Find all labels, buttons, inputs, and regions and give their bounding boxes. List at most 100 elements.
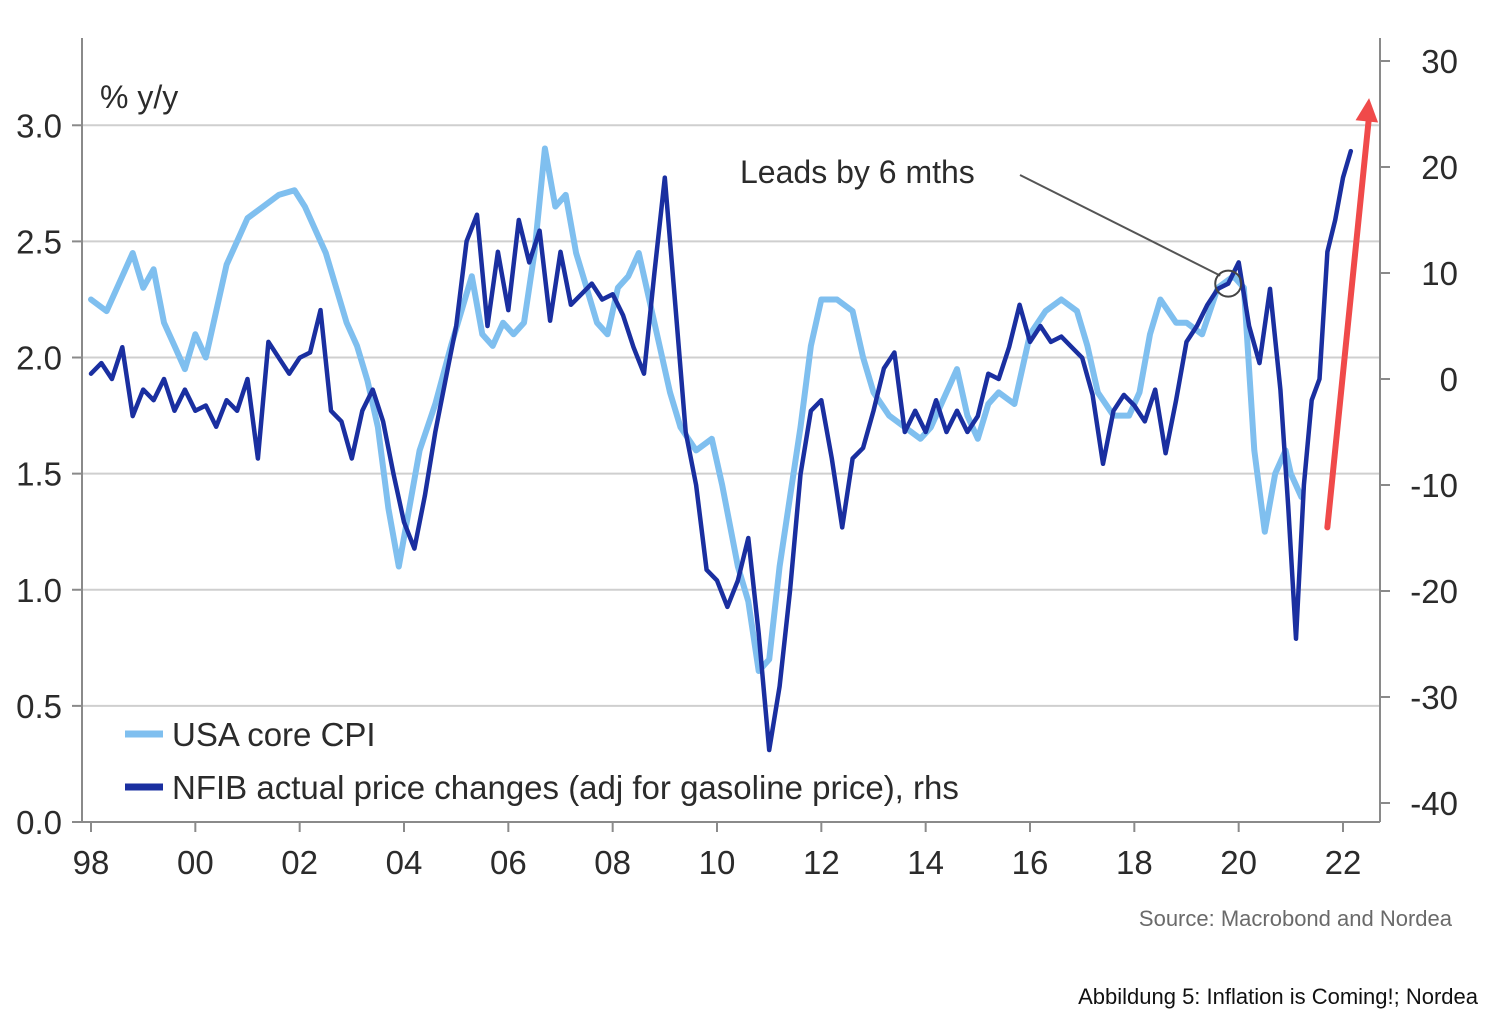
data-point — [491, 345, 494, 347]
data-point — [1318, 378, 1321, 380]
data-point — [1279, 388, 1282, 391]
data-point — [366, 379, 369, 382]
data-point — [288, 372, 291, 375]
data-point — [601, 298, 603, 301]
data-point — [1060, 298, 1063, 301]
data-point — [424, 494, 426, 497]
data-point — [596, 321, 598, 324]
data-point — [716, 579, 718, 582]
data-point — [1175, 399, 1177, 402]
data-point — [1303, 484, 1305, 486]
y-tick-label-left: 3.0 — [16, 107, 62, 144]
data-point — [862, 356, 864, 359]
data-point — [215, 310, 217, 312]
y-tick-label-right: -10 — [1410, 467, 1458, 504]
data-point — [1175, 321, 1177, 324]
data-point — [591, 282, 593, 285]
data-point — [304, 205, 306, 208]
data-point — [711, 438, 713, 440]
data-point — [398, 565, 400, 568]
data-point — [377, 426, 379, 429]
data-point — [481, 333, 484, 336]
data-point — [131, 252, 134, 254]
data-point — [1164, 452, 1167, 455]
data-point — [173, 410, 176, 412]
data-point — [872, 410, 875, 412]
data-point — [100, 362, 103, 364]
annotation-circle — [1214, 269, 1243, 298]
data-point — [1310, 399, 1313, 402]
data-point — [789, 590, 791, 592]
data-point — [163, 378, 165, 380]
data-point — [152, 399, 155, 402]
data-point — [1112, 410, 1115, 412]
data-point — [799, 473, 802, 476]
data-point — [465, 240, 468, 242]
y-axis-unit-label: % y/y — [100, 79, 178, 115]
x-tick-label: 00 — [177, 844, 214, 881]
data-point — [1039, 325, 1042, 327]
y-tick-label-left: 1.5 — [16, 456, 62, 493]
y-tick-label-left: 0.0 — [16, 804, 62, 841]
data-point — [799, 426, 802, 429]
data-point — [335, 287, 338, 289]
data-point — [841, 526, 843, 529]
data-point — [105, 310, 108, 312]
data-point — [225, 399, 228, 402]
data-point — [1342, 176, 1344, 179]
data-point — [658, 345, 661, 347]
data-point — [1237, 261, 1240, 264]
data-point — [789, 496, 791, 498]
data-point — [1334, 219, 1336, 221]
annotation-leader-line — [1019, 174, 1221, 277]
legend: USA core CPI NFIB actual price changes (… — [125, 716, 959, 806]
data-point — [278, 357, 280, 359]
data-point — [1149, 333, 1151, 336]
data-point — [1133, 404, 1136, 407]
data-point — [1154, 388, 1156, 391]
legend-label-core-cpi: USA core CPI — [172, 716, 376, 753]
data-point — [1081, 357, 1083, 359]
data-point — [1060, 335, 1063, 338]
data-point — [778, 685, 781, 688]
data-point — [1196, 325, 1198, 327]
y-axis-left-ticks: 0.0 0.5 1.0 1.5 2.0 2.5 3.0 — [16, 107, 82, 841]
data-point — [977, 415, 979, 417]
data-point — [1091, 394, 1094, 396]
data-point — [194, 333, 197, 336]
data-point — [956, 368, 958, 370]
data-point — [695, 484, 697, 486]
x-tick-label: 06 — [490, 844, 527, 881]
data-point — [408, 507, 411, 510]
data-point — [997, 378, 1000, 380]
data-point — [1350, 150, 1352, 152]
data-point — [314, 229, 317, 231]
data-point — [215, 425, 217, 428]
data-point — [1274, 472, 1276, 475]
data-point — [914, 410, 916, 412]
data-point — [371, 388, 374, 391]
data-point — [904, 431, 906, 433]
data-point — [611, 293, 614, 296]
data-point — [1044, 310, 1047, 312]
data-point — [246, 217, 249, 219]
data-point — [194, 410, 197, 412]
data-point — [570, 304, 572, 306]
series-line — [88, 145, 1305, 674]
data-point — [1086, 345, 1089, 347]
x-tick-label: 14 — [907, 844, 944, 881]
data-point — [945, 431, 948, 433]
data-point — [684, 431, 687, 433]
data-point — [330, 410, 332, 412]
data-point — [768, 658, 770, 661]
data-point — [246, 378, 249, 380]
data-point — [1326, 251, 1329, 253]
data-point — [236, 410, 238, 412]
annotation-label: Leads by 6 mths — [740, 154, 975, 190]
y-tick-label-left: 2.0 — [16, 340, 62, 377]
data-point — [502, 321, 504, 324]
data-point — [1185, 321, 1188, 324]
data-point — [309, 351, 311, 354]
data-point — [653, 272, 656, 274]
data-point — [471, 275, 473, 278]
